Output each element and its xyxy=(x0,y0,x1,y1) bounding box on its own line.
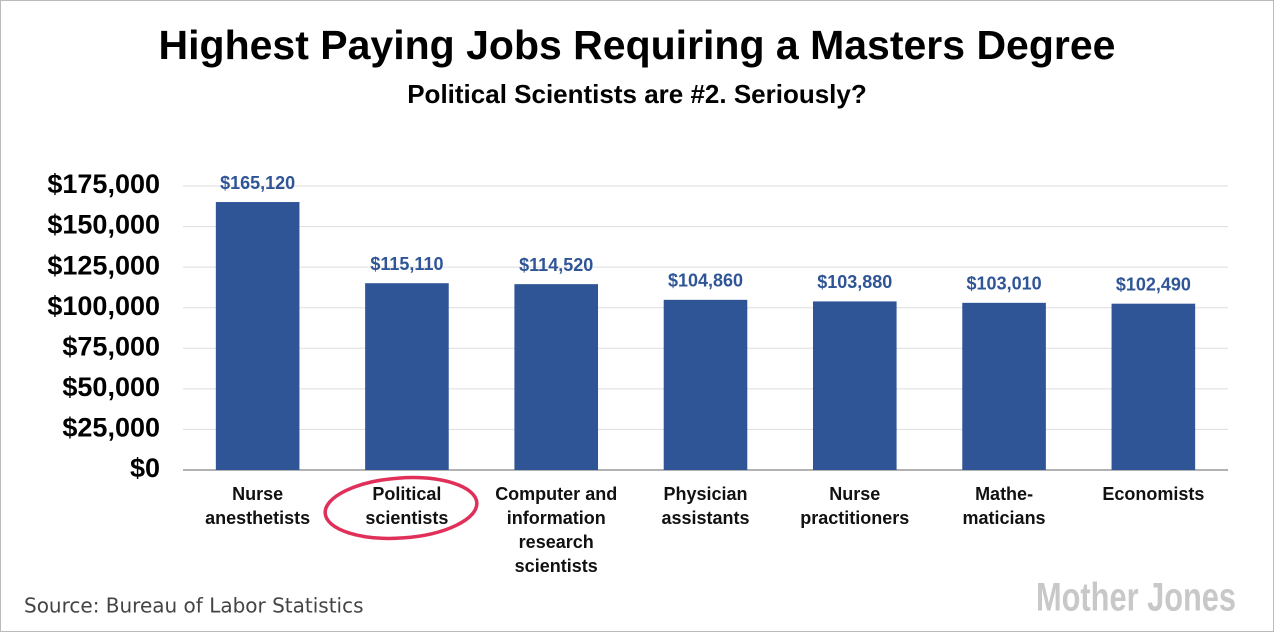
x-tick-label: Political scientists xyxy=(365,484,449,528)
logo: Mother Jones xyxy=(1036,576,1236,620)
x-tick-label: Mathe- maticians xyxy=(962,484,1046,528)
y-tick-label: $100,000 xyxy=(47,291,160,321)
y-tick-label: $75,000 xyxy=(62,331,160,361)
value-label: $115,110 xyxy=(370,254,443,274)
value-label: $103,880 xyxy=(817,272,892,292)
bar xyxy=(663,299,748,470)
value-label: $104,860 xyxy=(668,271,743,291)
chart-subtitle: Political Scientists are #2. Seriously? xyxy=(407,79,867,109)
bar xyxy=(365,283,449,470)
y-tick-label: $50,000 xyxy=(62,372,160,402)
x-tick-label: Nurse practitioners xyxy=(800,484,910,528)
value-label: $165,120 xyxy=(220,173,295,193)
bar xyxy=(514,284,599,470)
chart-title: Highest Paying Jobs Requiring a Masters … xyxy=(159,22,1116,68)
value-label: $102,490 xyxy=(1116,274,1191,294)
bar xyxy=(1111,303,1196,470)
x-tick-label: Nurse anesthetists xyxy=(205,484,311,528)
y-tick-label: $175,000 xyxy=(47,169,160,199)
value-label: $114,520 xyxy=(519,255,593,275)
bar xyxy=(215,202,300,471)
y-tick-label: $25,000 xyxy=(62,413,160,443)
bar xyxy=(962,302,1046,470)
x-tick-label: Computer and information research scient… xyxy=(495,484,618,576)
y-tick-label: $150,000 xyxy=(47,210,160,240)
y-tick-label: $125,000 xyxy=(47,250,160,280)
bar xyxy=(812,301,897,470)
highlight-circle xyxy=(323,475,479,541)
x-tick-label: Economists xyxy=(1102,484,1205,504)
source: Source: Bureau of Labor Statistics xyxy=(24,594,364,618)
x-tick-label: Physician assistants xyxy=(661,484,750,528)
y-tick-label: $0 xyxy=(130,453,160,483)
value-label: $103,010 xyxy=(967,274,1042,294)
